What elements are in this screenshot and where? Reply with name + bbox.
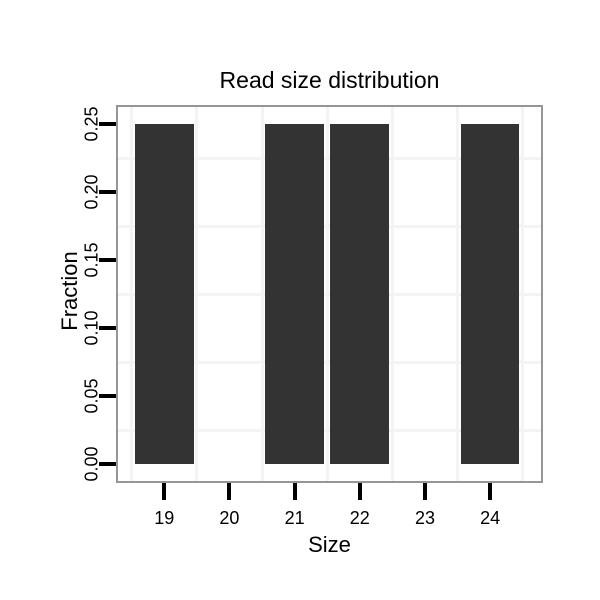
y-axis-title: Fraction: [57, 251, 82, 331]
chart-title: Read size distribution: [219, 67, 440, 93]
minor-gridline-horizontal: [118, 156, 541, 160]
x-tick-label: 19: [154, 508, 175, 528]
x-axis-tick: [422, 483, 427, 500]
x-axis-tick: [357, 483, 362, 500]
y-axis-tick: [99, 190, 116, 194]
y-tick-label: 0.10: [81, 310, 102, 346]
x-axis-tick: [227, 483, 232, 500]
y-tick-label: 0.00: [81, 446, 102, 482]
x-axis-title: Size: [308, 532, 351, 557]
y-axis-tick: [99, 394, 116, 398]
x-tick-label: 20: [219, 508, 240, 528]
minor-gridline-horizontal: [118, 292, 541, 296]
y-axis-tick: [99, 122, 116, 126]
y-axis-tick: [99, 326, 116, 330]
bar: [134, 124, 194, 464]
x-axis-tick: [292, 483, 297, 500]
x-axis-tick: [488, 483, 493, 500]
y-axis-tick: [99, 258, 116, 262]
bar: [265, 124, 324, 464]
minor-gridline-horizontal: [118, 428, 541, 432]
plot-panel: [116, 105, 543, 483]
bar: [460, 124, 520, 464]
minor-gridline-horizontal: [118, 360, 541, 364]
x-tick-label: 24: [480, 508, 501, 528]
x-axis-tick: [162, 483, 167, 500]
y-tick-label: 0.05: [81, 378, 102, 414]
y-axis-tick: [99, 462, 116, 466]
y-tick-label: 0.20: [81, 174, 102, 210]
bar: [330, 124, 390, 464]
y-tick-label: 0.25: [81, 106, 102, 142]
x-tick-label: 22: [349, 508, 370, 528]
x-tick-label: 23: [414, 508, 435, 528]
y-tick-label: 0.15: [81, 242, 102, 278]
x-tick-label: 21: [284, 508, 305, 528]
minor-gridline-horizontal: [118, 224, 541, 228]
